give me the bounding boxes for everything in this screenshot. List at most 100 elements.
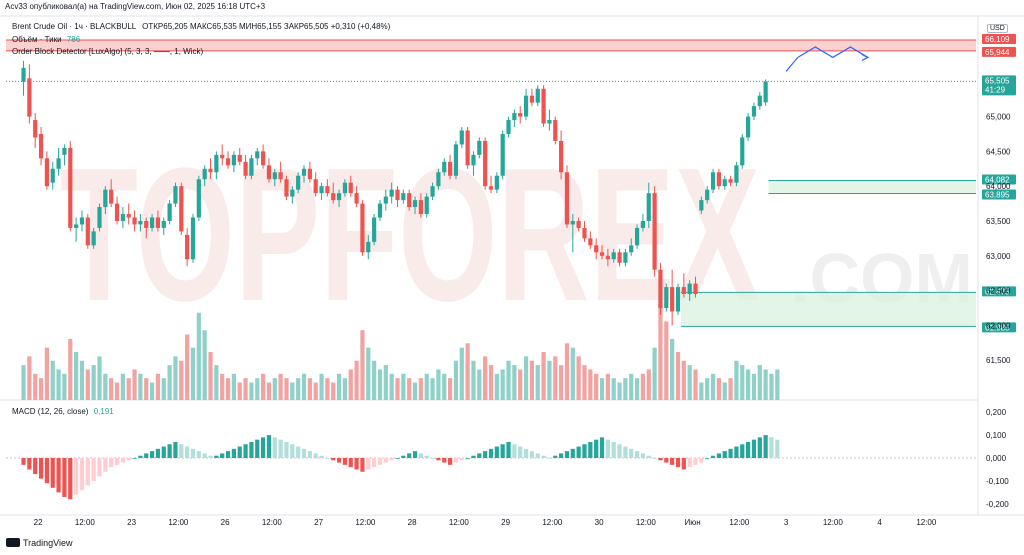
volume-bar xyxy=(722,382,727,400)
candle xyxy=(155,210,161,232)
volume-bar xyxy=(757,365,762,400)
candle-body xyxy=(38,133,44,159)
candle xyxy=(646,182,651,228)
candle-body xyxy=(728,179,733,183)
macd-bar xyxy=(290,444,295,458)
candle-body xyxy=(225,158,231,166)
candle-body xyxy=(488,186,494,190)
macd-bar xyxy=(746,441,751,458)
volume-bar xyxy=(319,373,324,400)
ohlc-values: ОТКР65,205 МАКС65,535 МИН65,155 ЗАКР65,5… xyxy=(142,22,391,31)
candle-body xyxy=(208,168,213,173)
candle-body xyxy=(196,179,201,218)
macd-bar xyxy=(605,439,610,458)
macd-bar xyxy=(62,458,67,497)
macd-bar xyxy=(120,458,125,463)
macd-bar xyxy=(377,458,383,465)
legend-order-block-indicator[interactable]: Order Block Detector [LuxAlgo] (5, 3, 3,… xyxy=(12,47,204,56)
macd-bar xyxy=(722,451,727,458)
volume-bar xyxy=(547,360,552,400)
macd-bar xyxy=(775,439,780,458)
volume-bar xyxy=(564,343,570,400)
volume-bar xyxy=(710,373,716,400)
candle xyxy=(249,154,254,180)
order-block-price-text: 61,985 xyxy=(985,323,1010,332)
volume-bar xyxy=(687,365,692,400)
candle xyxy=(208,158,213,180)
candle-body xyxy=(261,151,266,166)
macd-bar xyxy=(272,437,277,458)
volume-bar xyxy=(44,347,50,400)
volume-bar xyxy=(138,373,143,400)
volume-bar xyxy=(459,347,464,400)
macd-value: 0,191 xyxy=(93,407,114,416)
time-tick-label: 12:00 xyxy=(542,518,563,527)
macd-bar xyxy=(301,448,307,458)
volume-bar xyxy=(79,360,85,400)
candle xyxy=(512,109,517,128)
volume-bar xyxy=(149,382,155,400)
volume-bar xyxy=(681,360,686,400)
volume-bar xyxy=(202,330,207,400)
legend-macd[interactable]: MACD (12, 26, close) 0,191 xyxy=(12,407,114,416)
macd-bar xyxy=(699,458,704,463)
candle xyxy=(553,116,558,145)
candle xyxy=(582,220,587,242)
macd-bar xyxy=(68,458,73,500)
time-tick-label: 12:00 xyxy=(449,518,470,527)
volume-bar xyxy=(360,330,365,400)
macd-bar xyxy=(395,458,400,459)
macd-bar xyxy=(687,458,692,468)
macd-bar xyxy=(541,455,546,458)
candle xyxy=(296,172,301,194)
macd-bar xyxy=(21,458,26,465)
macd-bar xyxy=(149,451,155,458)
currency-button[interactable]: USD xyxy=(987,24,1008,33)
volume-bar xyxy=(769,373,774,400)
axes: 65,000 64,500 64,000 63,500 63,000 62,500 62,0… xyxy=(34,113,1011,527)
candle xyxy=(559,130,564,180)
volume-bar xyxy=(383,365,388,400)
candle xyxy=(173,182,178,208)
candle-body xyxy=(576,220,581,228)
macd-bar xyxy=(582,444,587,458)
candle-body xyxy=(179,186,184,232)
macd-bar xyxy=(740,444,745,458)
candle-body xyxy=(103,189,108,208)
tradingview-logo[interactable]: TradingView xyxy=(6,538,73,548)
legend-volume[interactable]: Объём · Тики 786 xyxy=(12,35,80,44)
volume-bar xyxy=(366,347,371,400)
candle xyxy=(675,283,681,315)
macd-bar xyxy=(284,441,289,458)
candle-body xyxy=(594,245,599,253)
macd-bar xyxy=(231,448,236,458)
candle-body xyxy=(149,217,155,228)
macd-bar xyxy=(325,458,330,459)
candle-body xyxy=(155,217,161,228)
macd-bar xyxy=(442,458,447,463)
macd-tick-label: -0,100 xyxy=(986,477,1009,486)
candle xyxy=(681,273,686,298)
macd-bar xyxy=(407,453,412,458)
macd-bar xyxy=(225,451,231,458)
volume-bar xyxy=(144,378,149,400)
macd-bar xyxy=(553,455,558,458)
macd-bar xyxy=(50,458,55,488)
volume-bar xyxy=(494,373,499,400)
volume-bar xyxy=(91,365,96,400)
candle-body xyxy=(167,203,172,221)
legend-instrument[interactable]: Brent Crude Oil · 1ч · BLACKBULL ОТКР65,… xyxy=(12,22,390,31)
candle xyxy=(477,137,482,159)
candle-body xyxy=(430,186,435,197)
volume-bar xyxy=(629,373,634,400)
candle xyxy=(261,144,266,169)
volume-bar xyxy=(296,378,301,400)
candle-body xyxy=(710,172,716,190)
tradingview-logo-icon xyxy=(6,538,20,547)
candle xyxy=(617,248,622,267)
macd-tick-label: -0,200 xyxy=(986,500,1009,509)
volume-bar xyxy=(553,356,558,400)
candle xyxy=(196,175,201,221)
volume-bar xyxy=(266,382,272,400)
